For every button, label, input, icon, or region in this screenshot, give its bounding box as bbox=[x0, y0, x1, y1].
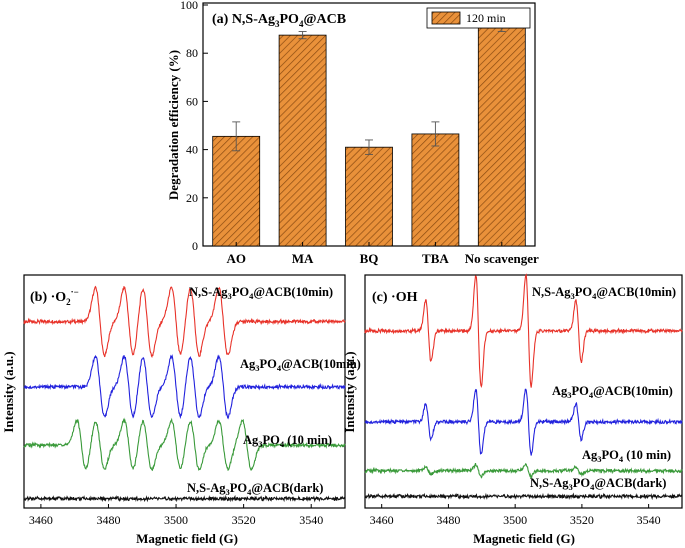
panel-c-epr-oh: 3460 3480 3500 3520 3540 Magnetic field (G) … bbox=[342, 273, 683, 546]
panel-c-label-black: N,S-Ag3PO4@ACB(dark) bbox=[530, 476, 666, 492]
x-tick-label: 3500 bbox=[164, 513, 188, 527]
x-tick-label: AO bbox=[226, 251, 246, 266]
spectrum-line bbox=[364, 462, 683, 480]
panel-a-x-ticks: AO MA BQ TBA No scavenger bbox=[226, 242, 539, 266]
y-tick-label: 100 bbox=[180, 0, 198, 12]
bar bbox=[477, 27, 526, 247]
panel-b-x-axis-label: Magnetic field (G) bbox=[136, 531, 238, 546]
x-tick-label: TBA bbox=[422, 251, 449, 266]
panel-b-frame bbox=[23, 274, 346, 509]
panel-b-x-ticks: 3460 3480 3500 3520 3540 bbox=[29, 504, 323, 527]
spectrum-line bbox=[364, 492, 683, 501]
panel-a-legend: 120 min bbox=[426, 7, 531, 29]
x-tick-label: 3480 bbox=[96, 513, 120, 527]
y-tick-label: 20 bbox=[186, 191, 198, 205]
panel-b-label-green: Ag3PO4 (10 min) bbox=[243, 433, 332, 449]
panel-c-label-green: Ag3PO4 (10 min) bbox=[582, 448, 671, 464]
panel-a-label: (a) N,S-Ag3PO4@ACB bbox=[212, 12, 346, 29]
panel-c-label-red: N,S-Ag3PO4@ACB(10min) bbox=[532, 285, 676, 301]
x-tick-label: BQ bbox=[360, 251, 379, 266]
panel-c-spectra bbox=[364, 273, 683, 501]
spectrum-line bbox=[364, 388, 683, 456]
legend-swatch bbox=[431, 11, 461, 25]
panel-b-label-red: N,S-Ag3PO4@ACB(10min) bbox=[189, 285, 333, 301]
x-tick-label: 3540 bbox=[637, 513, 661, 527]
spectrum-line bbox=[23, 494, 346, 503]
y-tick-label: 60 bbox=[186, 94, 198, 108]
panel-c-x-ticks: 3460 3480 3500 3520 3540 bbox=[370, 504, 661, 527]
panel-b-label: (b) ·O2·− bbox=[30, 287, 79, 307]
y-tick-label: 80 bbox=[186, 46, 198, 60]
legend-label: 120 min bbox=[466, 11, 506, 25]
bar bbox=[278, 34, 327, 247]
error-bar bbox=[431, 121, 440, 147]
bar bbox=[212, 135, 261, 247]
panel-c-y-axis-label: Intensity (a.u.) bbox=[342, 351, 357, 432]
spectrum-line bbox=[23, 285, 346, 359]
panel-c-frame bbox=[364, 274, 683, 509]
error-bar bbox=[365, 139, 373, 155]
x-tick-label: 3520 bbox=[232, 513, 256, 527]
x-tick-label: MA bbox=[292, 251, 314, 266]
error-bar bbox=[232, 121, 241, 152]
panel-c-label: (c) ·OH bbox=[372, 290, 418, 305]
panel-a-y-ticks: 0 20 40 60 80 100 bbox=[180, 0, 208, 253]
x-tick-label: 3480 bbox=[436, 513, 460, 527]
error-bar bbox=[298, 31, 307, 40]
panel-b-spectra bbox=[23, 285, 346, 503]
panel-c-label-blue: Ag3PO4@ACB(10min) bbox=[552, 384, 673, 400]
x-tick-label: 3500 bbox=[503, 513, 527, 527]
x-tick-label: No scavenger bbox=[465, 251, 539, 266]
x-tick-label: 3540 bbox=[299, 513, 323, 527]
x-tick-label: 3460 bbox=[370, 513, 394, 527]
spectrum-line bbox=[23, 354, 346, 420]
panel-c-x-axis-label: Magnetic field (G) bbox=[473, 531, 575, 546]
bar bbox=[411, 133, 460, 247]
panel-b-epr-o2: 3460 3480 3500 3520 3540 Magnetic field (G) … bbox=[1, 274, 361, 546]
x-tick-label: 3460 bbox=[29, 513, 53, 527]
spectrum-line bbox=[364, 273, 683, 389]
y-tick-label: 40 bbox=[186, 143, 198, 157]
bar bbox=[345, 146, 393, 247]
panel-b-y-axis-label: Intensity (a.u.) bbox=[1, 351, 16, 432]
panel-b-label-blue: Ag3PO4@ACB(10min) bbox=[240, 357, 361, 373]
x-tick-label: 3520 bbox=[570, 513, 594, 527]
panel-a-bar-chart: 0 20 40 60 80 100 AO MA BQ TBA No scavenger Degra… bbox=[166, 0, 539, 266]
panel-a-y-axis-label: Degradation efficiency (%) bbox=[166, 50, 181, 200]
spectrum-line bbox=[23, 417, 346, 472]
panel-a-bars bbox=[212, 23, 526, 247]
y-tick-label: 0 bbox=[192, 239, 198, 253]
panel-b-label-black: N,S-Ag3PO4@ACB(dark) bbox=[187, 481, 323, 497]
